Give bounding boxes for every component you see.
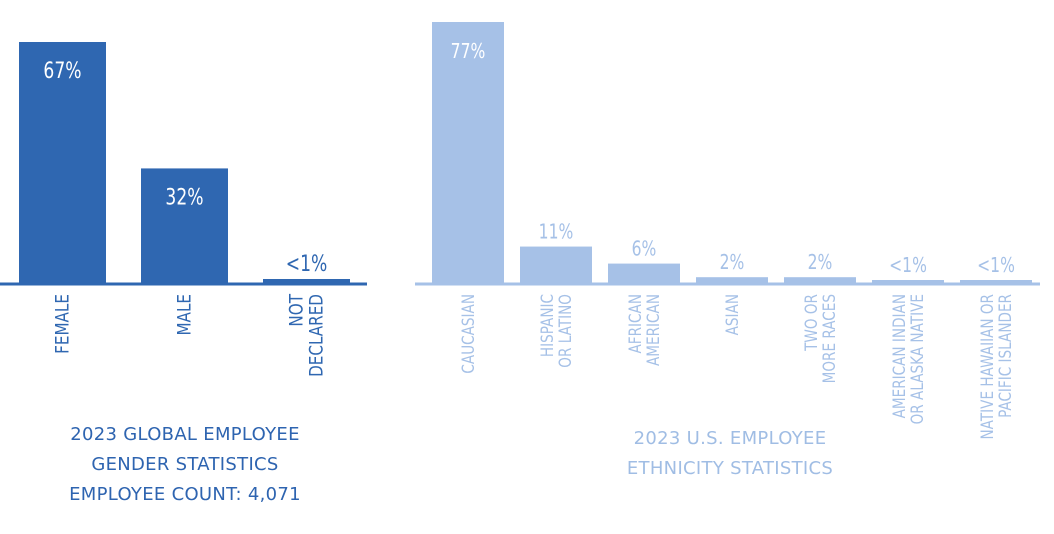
bar-4 bbox=[784, 277, 856, 284]
ethnicity-caption-line: ETHNICITY STATISTICS bbox=[626, 458, 834, 479]
category-label-6: PACIFIC ISLANDER bbox=[996, 294, 1016, 418]
category-label-2: NOT bbox=[286, 294, 308, 327]
category-label-3: ASIAN bbox=[723, 294, 743, 335]
bar-0 bbox=[19, 42, 106, 284]
value-label-2: 6% bbox=[632, 238, 657, 261]
gender-caption-line: GENDER STATISTICS bbox=[91, 454, 279, 475]
ethnicity-chart-caption: 2023 U.S. EMPLOYEE ETHNICITY STATISTICS bbox=[540, 424, 920, 484]
bar-5 bbox=[872, 280, 944, 284]
category-label-2: DECLARED bbox=[306, 294, 328, 377]
value-label-1: 32% bbox=[165, 184, 203, 210]
category-label-1: OR LATINO bbox=[556, 294, 576, 368]
ethnicity-caption-line: 2023 U.S. EMPLOYEE bbox=[633, 428, 827, 449]
gender-caption-line: EMPLOYEE COUNT: 4,071 bbox=[69, 484, 301, 505]
value-label-0: 67% bbox=[43, 58, 81, 84]
category-label-2: AMERICAN bbox=[644, 294, 664, 366]
category-label-0: FEMALE bbox=[52, 294, 74, 354]
bar-2 bbox=[608, 263, 680, 284]
value-label-1: 11% bbox=[539, 221, 574, 244]
category-label-2: AFRICAN bbox=[626, 294, 646, 353]
value-label-0: 77% bbox=[451, 40, 486, 63]
category-label-6: NATIVE HAWAIIAN OR bbox=[978, 294, 998, 440]
value-label-2: <1% bbox=[286, 251, 328, 277]
bar-6 bbox=[960, 280, 1032, 284]
bar-0 bbox=[432, 22, 504, 284]
bar-1 bbox=[141, 168, 228, 284]
category-label-0: CAUCASIAN bbox=[459, 294, 479, 374]
bar-2 bbox=[263, 279, 350, 284]
gender-caption-line: 2023 GLOBAL EMPLOYEE bbox=[70, 424, 300, 445]
value-label-4: 2% bbox=[808, 251, 833, 274]
category-label-4: TWO OR bbox=[802, 294, 822, 352]
gender-chart-caption: 2023 GLOBAL EMPLOYEE GENDER STATISTICS E… bbox=[10, 420, 360, 510]
category-label-4: MORE RACES bbox=[820, 294, 840, 383]
bar-1 bbox=[520, 246, 592, 284]
category-label-1: MALE bbox=[174, 294, 196, 336]
value-label-5: <1% bbox=[889, 254, 927, 277]
category-label-5: AMERICAN INDIAN bbox=[890, 294, 910, 418]
value-label-6: <1% bbox=[977, 254, 1015, 277]
bar-3 bbox=[696, 277, 768, 284]
value-label-3: 2% bbox=[720, 251, 745, 274]
category-label-5: OR ALASKA NATIVE bbox=[908, 294, 928, 424]
category-label-1: HISPANIC bbox=[538, 294, 558, 357]
